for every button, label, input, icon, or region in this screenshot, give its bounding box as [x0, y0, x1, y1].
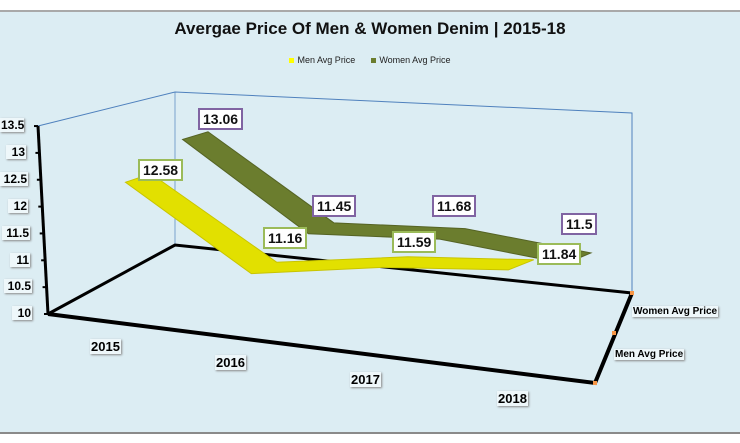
- y-tick: 13: [6, 145, 26, 159]
- data-label-men-2015: 12.58: [138, 159, 184, 181]
- y-tick: 12: [8, 199, 28, 213]
- x-tick-2018: 2018: [497, 391, 528, 406]
- legend-swatch-men: [289, 57, 295, 63]
- data-label-women-2017: 11.68: [432, 195, 477, 217]
- legend: Men Avg Price Women Avg Price: [0, 55, 740, 65]
- depth-label-women: Women Avg Price: [632, 306, 719, 317]
- legend-item-women[interactable]: Women Avg Price: [371, 55, 451, 65]
- chart-area: [0, 10, 740, 434]
- data-label-women-2016: 11.45: [312, 195, 357, 217]
- y-tick: 13.5: [0, 118, 25, 132]
- data-label-men-2018: 11.84: [537, 243, 582, 265]
- x-tick-2015: 2015: [90, 339, 121, 354]
- y-tick: 10.5: [4, 279, 32, 293]
- series-ribbon-men: [124, 173, 534, 275]
- chart-title: Avergae Price Of Men & Women Denim | 201…: [174, 19, 566, 38]
- y-tick: 11.5: [2, 226, 30, 240]
- data-label-men-2017: 11.59: [392, 231, 437, 253]
- y-tick: 10: [12, 306, 32, 320]
- legend-swatch-women: [371, 57, 377, 63]
- y-tick: 12.5: [0, 172, 28, 186]
- legend-label-men: Men Avg Price: [297, 55, 356, 65]
- floor-back-edges: [47, 243, 633, 316]
- data-label-men-2016: 11.16: [263, 227, 308, 249]
- floor-front-edges: [47, 292, 634, 386]
- depth-tick-mark: [630, 291, 634, 295]
- x-tick-2016: 2016: [215, 355, 246, 370]
- y-axis: [36, 125, 50, 315]
- data-label-women-2018: 11.5: [561, 213, 598, 235]
- x-tick-2017: 2017: [350, 372, 381, 387]
- data-label-women-2015: 13.06: [198, 108, 244, 130]
- legend-label-women: Women Avg Price: [379, 55, 451, 65]
- back-wall-edge: [37, 91, 633, 293]
- depth-label-men: Men Avg Price: [614, 349, 685, 360]
- depth-tick-mark: [593, 381, 597, 385]
- y-tick: 11: [10, 253, 30, 267]
- depth-tick-mark: [612, 331, 616, 335]
- legend-item-men[interactable]: Men Avg Price: [289, 55, 355, 65]
